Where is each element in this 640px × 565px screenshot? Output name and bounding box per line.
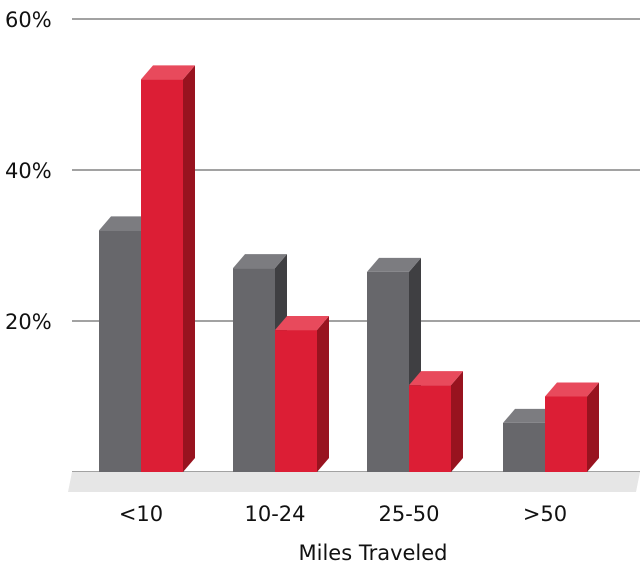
bar-front (141, 79, 183, 473)
x-tick-label: 10-24 (244, 502, 305, 526)
bar-front (275, 330, 317, 472)
floor-slab (68, 472, 640, 492)
bar-top (99, 216, 153, 231)
bar-top (233, 254, 287, 269)
bar (545, 382, 599, 472)
x-axis-title: Miles Traveled (299, 541, 448, 565)
bar-top (503, 408, 557, 423)
bar-front (367, 271, 409, 472)
x-tick-label: 25-50 (378, 502, 439, 526)
bar-side (587, 382, 599, 472)
bar (409, 371, 463, 472)
bar-top (367, 257, 421, 272)
bar-front (99, 230, 141, 472)
bar-top (141, 65, 195, 80)
x-axis-categories: <10 10-24 25-50 >50 (119, 502, 567, 526)
bar-side (317, 316, 329, 472)
bar-side (183, 65, 195, 473)
bar (141, 65, 195, 473)
x-tick-label: >50 (523, 502, 567, 526)
chart-floor (68, 472, 640, 492)
bars (99, 65, 599, 473)
bar (275, 316, 329, 472)
bar-top (545, 382, 599, 397)
bar-top (275, 316, 329, 331)
bar-front (545, 396, 587, 472)
y-axis-ticks: 20% 40% 60% (5, 8, 52, 334)
bar-front (503, 422, 545, 472)
y-tick-label: 60% (5, 8, 52, 32)
bar-front (409, 385, 451, 472)
y-tick-label: 40% (5, 159, 52, 183)
bar-side (451, 371, 463, 472)
x-tick-label: <10 (119, 502, 163, 526)
bar-front (233, 268, 275, 472)
bar-top (409, 371, 463, 386)
y-tick-label: 20% (5, 310, 52, 334)
